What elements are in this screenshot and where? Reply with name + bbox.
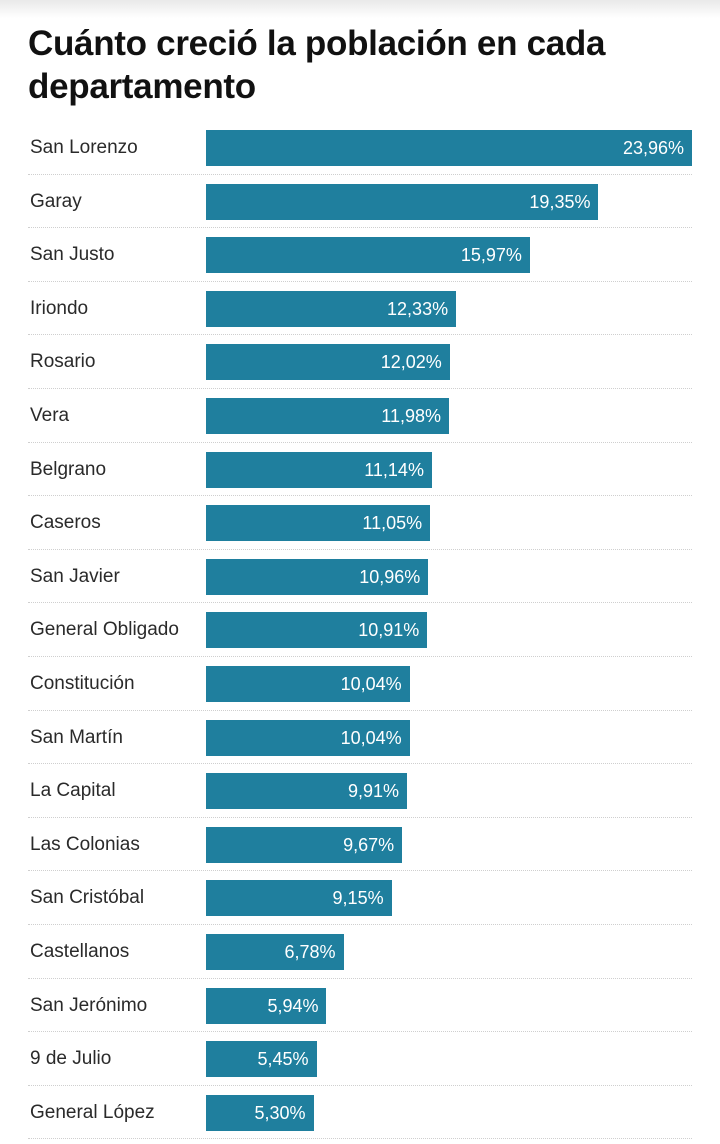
chart-row: 9 de Julio 5,45%: [0, 1032, 720, 1086]
bar-value-label: 10,04%: [340, 727, 402, 748]
chart-row: General Obligado 10,91%: [0, 603, 720, 657]
row-divider: [28, 173, 692, 175]
bar-value-label: 5,94%: [267, 995, 319, 1016]
chart-row: San Martín 10,04%: [0, 711, 720, 765]
chart-row: Vera 11,98%: [0, 389, 720, 443]
bar: 6,78%: [206, 934, 344, 970]
row-divider: [28, 977, 692, 979]
bar-value-label: 12,33%: [387, 298, 449, 319]
bar: 12,02%: [206, 344, 450, 381]
row-divider: [28, 548, 692, 550]
bar: 9,91%: [206, 773, 407, 810]
bar: 19,35%: [206, 183, 599, 220]
row-divider: [28, 387, 692, 389]
row-divider: [28, 334, 692, 336]
bar-value-label: 15,97%: [460, 245, 522, 266]
bar: 5,94%: [206, 987, 327, 1024]
category-label: Castellanos: [30, 941, 130, 962]
category-label: San Javier: [30, 565, 120, 587]
bar-value-label: 9,67%: [343, 834, 395, 855]
row-divider: [28, 655, 692, 657]
bar-value-label: 10,04%: [340, 674, 402, 694]
chart-title: Cuánto creció la población en cada depar…: [28, 24, 606, 106]
row-divider: [28, 1084, 692, 1086]
row-divider: [28, 709, 692, 711]
chart-row: Constitución 10,04%: [0, 657, 720, 711]
chart-row: San Cristóbal 9,15%: [0, 871, 720, 925]
bar: 23,96%: [206, 130, 692, 166]
bar: 10,91%: [206, 612, 428, 649]
chart-row: La Capital 9,91%: [0, 764, 720, 818]
bar: 5,30%: [206, 1094, 314, 1131]
category-label: San Jerónimo: [30, 994, 148, 1016]
category-label: Caseros: [30, 512, 101, 534]
bar-value-label: 9,15%: [332, 888, 384, 909]
category-label: Vera: [30, 405, 70, 426]
bar: 11,05%: [206, 505, 431, 542]
bar-value-label: 9,91%: [347, 781, 399, 802]
row-divider: [28, 1031, 692, 1033]
category-label: Garay: [30, 190, 82, 212]
bar-value-label: 19,35%: [529, 191, 591, 212]
category-label: San Justo: [30, 244, 115, 266]
category-label: Belgrano: [30, 458, 107, 480]
bar-value-label: 5,30%: [254, 1102, 306, 1123]
category-label: Las Colonias: [30, 833, 140, 855]
bar-value-label: 11,05%: [362, 513, 423, 534]
chart-row: Rosario 12,02%: [0, 335, 720, 389]
category-label: General Obligado: [30, 619, 179, 641]
row-divider: [28, 1138, 692, 1140]
bar: 12,33%: [206, 290, 457, 327]
bar: 11,14%: [206, 451, 432, 488]
chart-row: Las Colonias 9,67%: [0, 818, 720, 872]
chart-row: Belgrano 11,14%: [0, 443, 720, 497]
row-divider: [28, 280, 692, 282]
bar: 11,98%: [206, 398, 449, 434]
bar: 9,67%: [206, 826, 403, 863]
row-divider: [28, 441, 692, 443]
category-label: General López: [30, 1101, 155, 1123]
row-divider: [28, 602, 692, 604]
row-divider: [28, 870, 692, 872]
row-divider: [28, 763, 692, 765]
top-shadow: [0, 0, 720, 18]
category-label: Rosario: [30, 351, 96, 373]
row-divider: [28, 227, 692, 229]
category-label: 9 de Julio: [30, 1048, 112, 1070]
category-label: San Cristóbal: [30, 887, 145, 909]
chart-row: San Jerónimo 5,94%: [0, 979, 720, 1033]
chart-row: General López 5,30%: [0, 1086, 720, 1140]
category-label: Constitución: [30, 673, 135, 694]
row-divider: [28, 923, 692, 925]
bar-value-label: 11,14%: [364, 459, 424, 480]
bar-value-label: 6,78%: [284, 942, 336, 962]
bar: 10,04%: [206, 666, 410, 702]
bar-chart: San Lorenzo 23,96% Garay 19,35% San Justo 15,…: [0, 121, 720, 1144]
bar: 9,15%: [206, 880, 392, 917]
row-divider: [28, 495, 692, 497]
bar-value-label: 12,02%: [380, 352, 442, 373]
bar-value-label: 10,91%: [358, 620, 420, 641]
chart-row: Garay 19,35%: [0, 175, 720, 229]
chart-row: Castellanos 6,78%: [0, 925, 720, 979]
chart-row: San Justo 15,97%: [0, 228, 720, 282]
row-divider: [28, 816, 692, 818]
category-label: Iriondo: [30, 297, 89, 319]
bar: 10,04%: [206, 719, 410, 756]
category-label: La Capital: [30, 780, 116, 802]
bar-value-label: 5,45%: [257, 1049, 309, 1070]
category-label: San Martín: [30, 726, 123, 748]
bar: 10,96%: [206, 558, 429, 595]
category-label: San Lorenzo: [30, 137, 138, 158]
bar-value-label: 10,96%: [359, 566, 421, 587]
bar: 15,97%: [206, 237, 530, 274]
chart-row: San Javier 10,96%: [0, 550, 720, 604]
chart-row: Iriondo 12,33%: [0, 282, 720, 336]
bar-value-label: 23,96%: [622, 138, 684, 158]
bar-value-label: 11,98%: [381, 406, 441, 426]
chart-row: Caseros 11,05%: [0, 496, 720, 550]
chart-row: San Lorenzo 23,96%: [0, 121, 720, 175]
bar: 5,45%: [206, 1041, 317, 1078]
